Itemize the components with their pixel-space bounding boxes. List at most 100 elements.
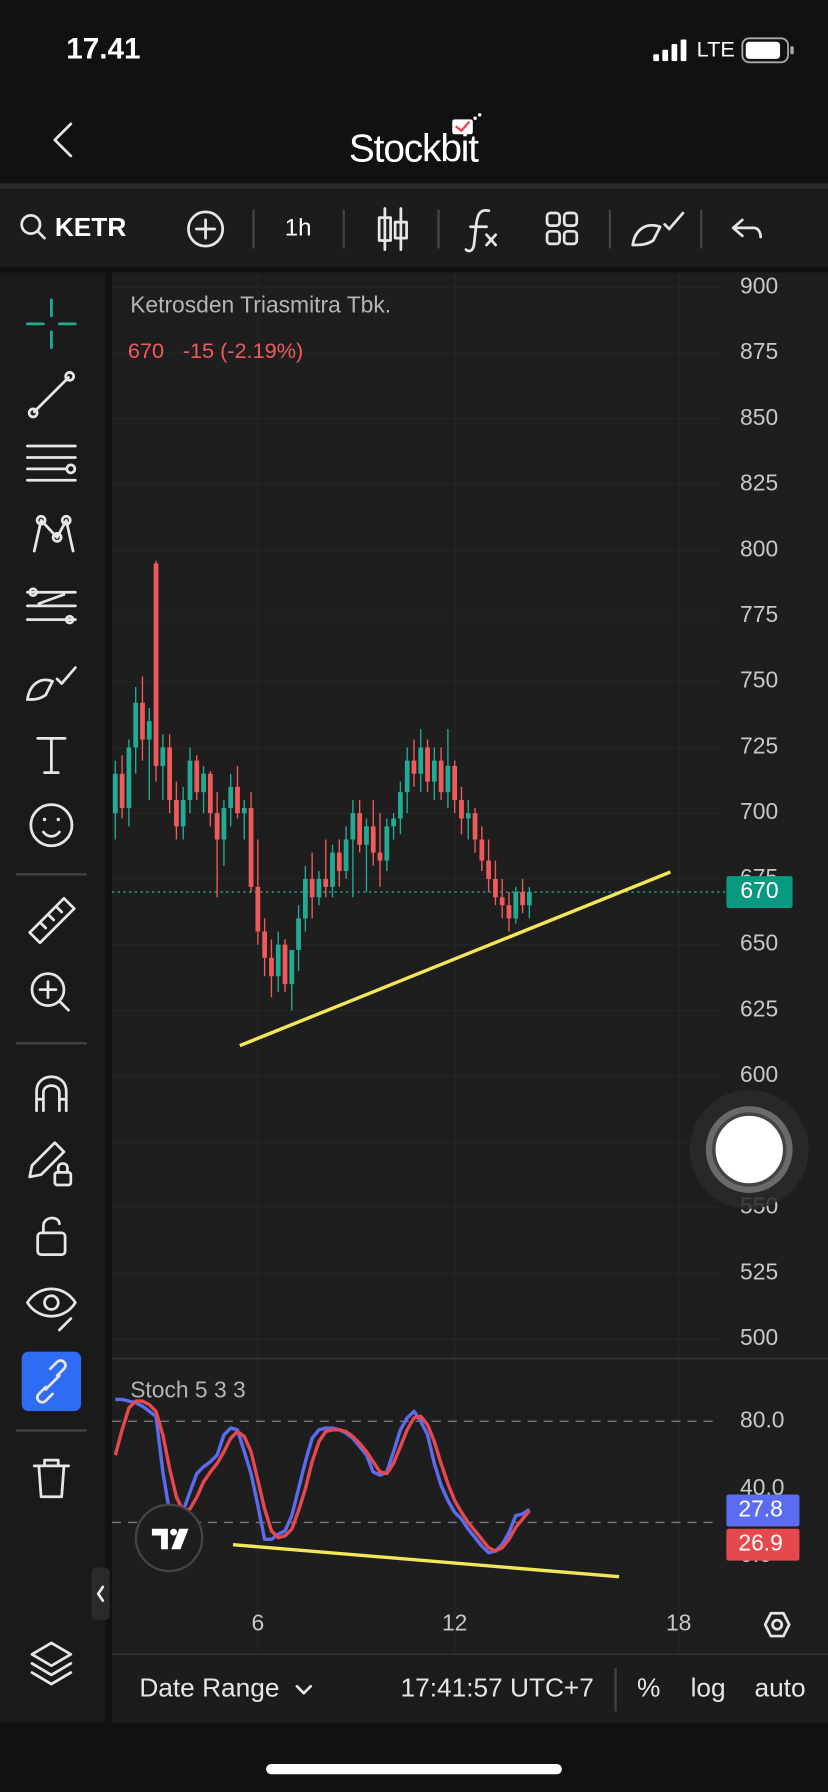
date-range-button[interactable]: Date Range [139, 1673, 279, 1703]
candle-body [343, 839, 349, 872]
candle-body [452, 765, 458, 801]
candle-body [377, 852, 383, 861]
price-tick-label: 700 [740, 798, 778, 824]
x-tick-label: 6 [252, 1610, 265, 1636]
candle-body [248, 807, 254, 887]
candle-body [384, 826, 390, 861]
candle-body [425, 747, 430, 782]
horizontal-lines-tool[interactable] [26, 444, 77, 482]
dropdown-icon [295, 1684, 313, 1695]
candle-body [493, 878, 498, 898]
link-icon [35, 1359, 67, 1404]
text-tool[interactable] [36, 737, 67, 775]
zoom-tool[interactable] [30, 972, 70, 1012]
candle-body [269, 957, 274, 977]
candle-body [323, 878, 329, 887]
price-tick-label: 650 [740, 930, 778, 956]
stoch-value-label: 27.8 [738, 1495, 782, 1521]
ruler-tool[interactable] [28, 896, 76, 945]
top-toolbar [0, 189, 828, 267]
candle-body [350, 813, 356, 840]
add-symbol-button[interactable] [187, 210, 225, 248]
collapse-icon [96, 1585, 105, 1603]
candle-body [180, 800, 186, 827]
axis-settings-button[interactable] [763, 1611, 791, 1638]
candle-body [364, 826, 369, 845]
layers-button[interactable] [30, 1641, 73, 1686]
candle-body [370, 826, 376, 853]
auto-toggle[interactable]: auto [754, 1673, 805, 1703]
header-divider [0, 183, 828, 190]
trend-line-tool[interactable] [27, 370, 76, 419]
candle-body [241, 807, 247, 814]
candle-body [194, 760, 200, 793]
undo-button[interactable] [731, 218, 762, 239]
magnet-tool[interactable] [35, 1075, 68, 1113]
candle-body [133, 702, 139, 748]
instrument-name: Ketrosden Triasmitra Tbk. [130, 292, 391, 318]
price-tick-label: 625 [740, 995, 778, 1021]
candles [112, 560, 532, 1011]
last-price-box [726, 876, 793, 909]
lock-tool[interactable] [36, 1216, 67, 1256]
bottom-bar [111, 1655, 828, 1723]
candle-body [228, 786, 234, 808]
candle-body [289, 949, 295, 985]
symbol[interactable]: KETR [55, 212, 127, 242]
lock-drawing-tool[interactable] [28, 1141, 73, 1187]
collapse-tab[interactable] [91, 1567, 110, 1621]
crosshair-tool[interactable] [26, 298, 77, 350]
candle-body [506, 905, 512, 919]
candle-body [520, 892, 525, 906]
drawing-button[interactable] [631, 211, 685, 247]
candle-body [418, 747, 424, 774]
candle-body [262, 931, 268, 958]
signal-icon [653, 39, 687, 62]
last-price-label: 670 [740, 877, 778, 903]
price-tick-label: 775 [740, 601, 778, 627]
indicator-button[interactable] [464, 208, 498, 253]
price-tick-label: 525 [740, 1258, 778, 1284]
delete-tool[interactable] [32, 1458, 70, 1499]
stoch-trend-line[interactable] [232, 1542, 620, 1579]
candle-body [465, 813, 471, 819]
log-toggle[interactable]: log [691, 1673, 726, 1703]
candle-body [398, 792, 403, 819]
pattern-tool[interactable] [32, 514, 75, 553]
percent-toggle[interactable]: % [637, 1673, 660, 1703]
visibility-tool[interactable] [26, 1287, 77, 1332]
candle-body [479, 839, 485, 861]
brush-tool[interactable] [26, 666, 77, 701]
search-button[interactable] [20, 213, 46, 240]
candle-body [126, 747, 132, 808]
interval[interactable]: 1h [285, 214, 312, 241]
x-tick-label: 12 [442, 1610, 467, 1636]
back-button[interactable] [53, 122, 73, 158]
tradingview-logo [134, 1503, 204, 1573]
fib-tool[interactable] [26, 587, 77, 625]
layout-button[interactable] [545, 211, 579, 246]
candle-body [302, 878, 308, 919]
trend-line-drawing[interactable] [239, 870, 672, 1048]
logo-mark [452, 113, 482, 135]
chart-type-button[interactable] [377, 207, 408, 251]
candle-body [201, 773, 206, 793]
home-indicator [266, 1763, 562, 1775]
grid [111, 272, 727, 1655]
candle-body [357, 813, 363, 845]
emoji-tool[interactable] [29, 803, 74, 848]
price-tick-label: 825 [740, 470, 778, 496]
toolbar-divider [0, 266, 828, 273]
price-change: -15 (-2.19%) [183, 338, 304, 363]
candle-body [146, 721, 152, 740]
candle-body [499, 897, 505, 906]
candle-body [221, 807, 227, 840]
candle-body [167, 747, 172, 801]
stoch-title: Stoch 5 3 3 [130, 1377, 246, 1403]
sync-tool[interactable] [21, 1351, 82, 1412]
candle-body [119, 773, 125, 808]
screen-record-button[interactable] [689, 1090, 809, 1209]
candle-body [235, 786, 240, 814]
candle-body [438, 760, 444, 793]
stoch-value-box [726, 1494, 800, 1527]
